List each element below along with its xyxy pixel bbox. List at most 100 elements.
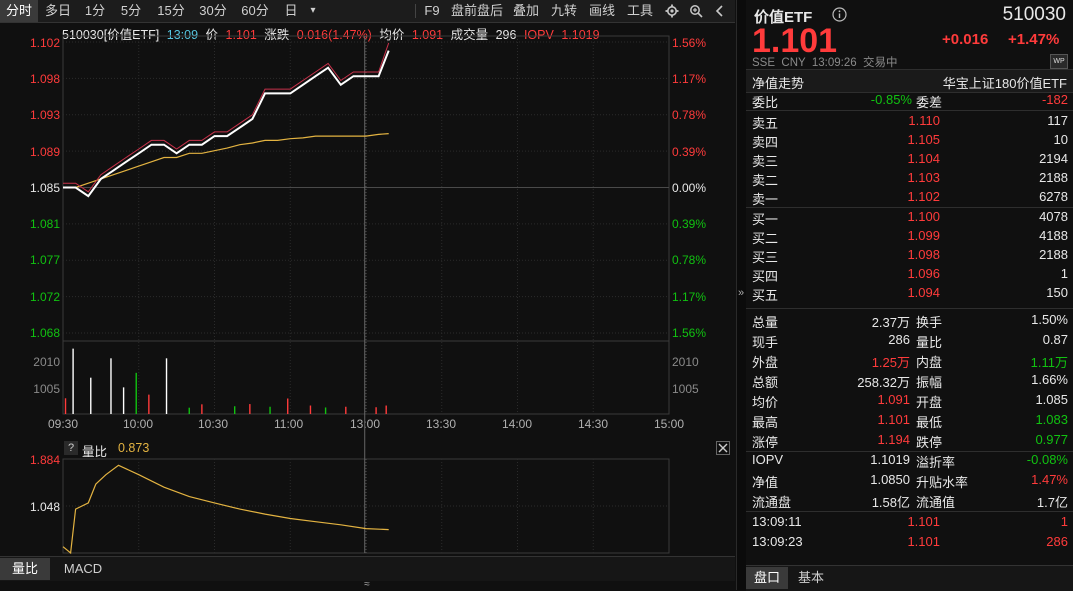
volume-tick: 2010	[33, 355, 60, 369]
fund-stat-label: 溢折率	[916, 455, 956, 470]
tick-row: 13:09:23 1.101 286	[752, 534, 1070, 553]
price-tick: 1.068	[29, 326, 60, 340]
price-tick: 1.089	[29, 145, 60, 159]
nine-turn-button[interactable]: 九转	[550, 3, 577, 18]
collapse-panel-icon[interactable]: »	[737, 287, 745, 299]
chart-grid	[62, 35, 670, 554]
stat-value: 1.091	[877, 392, 910, 407]
stat-label: 涨停	[752, 435, 779, 450]
help-icon[interactable]: ?	[64, 441, 78, 455]
price-tick: 1.077	[29, 253, 60, 267]
ask-row: 卖四 1.105 10	[752, 132, 1070, 151]
f9-button[interactable]: F9	[424, 3, 440, 18]
bid-row: 买五 1.094 150	[752, 285, 1070, 304]
time-tick: 15:00	[654, 417, 685, 431]
stat-value: 1.083	[1035, 412, 1068, 427]
bid-price: 1.096	[907, 266, 940, 281]
chevron-left-icon[interactable]	[710, 0, 730, 22]
volume-tick: 1005	[33, 382, 60, 396]
watchlist-wp-icon[interactable]: WP	[1050, 54, 1068, 69]
fund-stat-value: 1.47%	[1031, 472, 1068, 487]
ask-row: 卖一 1.102 6278	[752, 189, 1070, 208]
bid-row: 买一 1.100 4078	[752, 209, 1070, 228]
change-label: 涨跌	[264, 28, 290, 42]
fund-stat-row: 流通盘 1.58亿 流通值 1.7亿	[752, 492, 1070, 511]
stat-label: 现手	[752, 335, 779, 350]
overlay-button[interactable]: 叠加	[512, 3, 539, 18]
ratio-tick: 1.884	[29, 453, 60, 467]
draw-line-button[interactable]: 画线	[588, 3, 615, 18]
stat-row: 均价 1.091 开盘 1.085	[752, 392, 1070, 411]
pct-tick: 1.17%	[672, 290, 707, 304]
fund-bar[interactable]: 净值走势 华宝上证180价值ETF	[746, 69, 1073, 93]
stat-label: 最低	[916, 415, 943, 430]
iopv-value: 1.1019	[561, 28, 600, 42]
pct-tick: 0.00%	[672, 181, 707, 195]
settings-gear-icon[interactable]	[662, 0, 682, 22]
volume-tick: 1005	[672, 382, 699, 396]
ask-volume: 6278	[1039, 189, 1068, 204]
ask-volume: 117	[1047, 113, 1068, 128]
tab-1min[interactable]: 1分	[84, 3, 106, 18]
tab-30min[interactable]: 30分	[199, 3, 227, 18]
weibi-row: 委比 -0.85% 委差 -182	[752, 92, 1070, 111]
code-name-label: 510030[价值ETF]	[62, 28, 160, 42]
volume-tick: 2010	[672, 355, 699, 369]
ask-level-label: 卖二	[752, 173, 779, 188]
tab-intraday[interactable]: 分时	[0, 0, 38, 22]
tab-basic-info[interactable]: 基本	[797, 570, 824, 585]
divider	[746, 308, 1073, 309]
price-label: 价	[205, 28, 219, 42]
tab-5min[interactable]: 5分	[120, 3, 142, 18]
tab-multi-day[interactable]: 多日	[44, 3, 71, 18]
period-dropdown-icon[interactable]: ▾	[310, 5, 316, 16]
ask-price: 1.104	[907, 151, 940, 166]
price-value: 1.101	[225, 28, 257, 42]
tab-macd[interactable]: MACD	[63, 561, 103, 576]
fund-stat-label: IOPV	[752, 452, 784, 467]
stat-label: 总量	[752, 315, 779, 330]
time-tick: 14:00	[502, 417, 533, 431]
pct-tick: 0.39%	[672, 217, 707, 231]
panel-splitter[interactable]	[736, 0, 747, 590]
stat-value: 1.50%	[1031, 312, 1068, 327]
ask-price: 1.102	[907, 189, 940, 204]
close-icon[interactable]	[716, 441, 730, 455]
tab-15min[interactable]: 15分	[157, 3, 185, 18]
weibi-value: -0.85%	[870, 92, 912, 107]
weibi-label: 委比	[752, 95, 779, 110]
price-tick: 1.072	[29, 290, 60, 304]
bid-volume: 4078	[1039, 209, 1068, 224]
tools-button[interactable]: 工具	[626, 3, 653, 18]
weicha-value: -182	[1041, 92, 1068, 107]
divider	[746, 511, 1073, 512]
change-value: 0.016(1.47%)	[296, 28, 372, 42]
tab-60min[interactable]: 60分	[241, 3, 269, 18]
tick-volume: 1	[1060, 514, 1068, 529]
tick-price: 1.101	[907, 534, 940, 549]
bid-volume: 150	[1046, 285, 1068, 300]
info-icon[interactable]	[832, 7, 847, 25]
nav-trend-link[interactable]: 净值走势	[752, 76, 805, 91]
fund-stat-value: 1.1019	[870, 452, 910, 467]
fund-stat-label: 净值	[752, 475, 779, 490]
tab-volume-ratio[interactable]: 量比	[0, 558, 50, 580]
fund-stat-label: 流通盘	[752, 495, 792, 510]
stat-label: 开盘	[916, 395, 943, 410]
divider	[746, 207, 1073, 208]
pct-tick: 0.78%	[672, 253, 707, 267]
expand-panel-icon[interactable]: ≈	[364, 579, 370, 590]
bid-row: 买三 1.098 2188	[752, 247, 1070, 266]
tab-daily[interactable]: 日	[284, 3, 298, 18]
ask-level-label: 卖三	[752, 154, 779, 169]
tick-volume: 286	[1046, 534, 1068, 549]
time-tick: 11:00	[274, 417, 304, 431]
fund-stat-value: 1.0850	[870, 472, 910, 487]
bid-price: 1.098	[907, 247, 940, 262]
stat-value: 1.11万	[1030, 355, 1068, 370]
zoom-search-icon[interactable]	[686, 0, 706, 22]
avg-price-line	[63, 133, 389, 189]
pre-post-market-button[interactable]: 盘前盘后	[450, 3, 503, 18]
intraday-chart[interactable]	[0, 0, 740, 590]
tab-order-book[interactable]: 盘口	[746, 567, 788, 589]
